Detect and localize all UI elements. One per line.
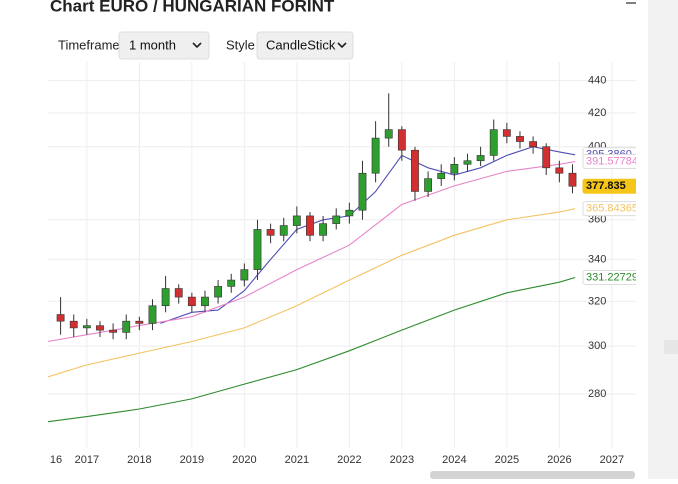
y-tick-label: 280 [588,388,606,400]
chevron [192,42,202,49]
candle-body [148,305,157,324]
moving-average-line [48,276,576,423]
y-tick-label: 300 [588,340,606,352]
style-label: Style [226,37,255,52]
price-label: 391.57784 [582,153,638,169]
x-tick-label: 2023 [390,454,414,466]
side-panel [648,0,678,479]
price-label-text: 391.57784 [586,155,638,167]
x-tick-label: 2027 [600,454,624,466]
x-tick-label: 2020 [232,454,256,466]
candle-body [542,146,551,169]
candle-body [516,136,524,142]
x-tick-label: 16 [50,454,62,466]
price-label: 331.22729 [582,269,638,285]
moving-average-line [48,160,576,343]
side-widget [664,340,678,354]
price-label: 377.835 [582,178,636,194]
candle-body [227,279,236,287]
candle-body [437,172,446,179]
candle-body [384,129,393,139]
candle-body [135,320,144,324]
style-select[interactable] [256,31,354,60]
candle-body [529,141,538,148]
candle-body [82,325,91,329]
x-tick-label: 2021 [285,454,309,466]
price-label: 365.84365 [582,201,638,217]
y-tick-label: 420 [588,107,606,119]
scrollbar[interactable] [430,471,635,479]
candle-body [489,129,498,156]
candle-body [266,229,275,236]
timeframe-label: Timeframe [58,37,120,52]
price-label-text: 377.835 [586,180,626,192]
candle-body [279,225,288,236]
x-tick-label: 2022 [337,454,361,466]
candle-body [345,209,354,217]
candle-body [240,269,249,281]
chevron [337,42,347,49]
timeframe-select[interactable] [118,31,210,60]
style-value[interactable]: CandleStick [266,37,336,52]
candle-body [463,160,472,165]
candle-body [568,172,577,187]
candle-body [214,286,223,298]
chart-title: Chart EURO / HUNGARIAN FORINT [50,0,335,15]
candle-body [187,296,196,307]
y-tick-label: 320 [588,295,606,307]
timeframe-value[interactable]: 1 month [129,37,176,52]
x-tick-label: 2017 [75,454,99,466]
candle-body [253,229,262,270]
candle-body [56,314,65,322]
price-label-box [582,153,636,169]
candle-body [332,215,341,224]
candle-body [319,223,328,236]
candle-body [502,129,511,137]
candle-body [69,320,78,329]
moving-average-line [160,146,576,324]
candle-body [96,325,104,331]
candle-body [306,215,314,236]
candle-body [201,296,209,307]
price-label-text: 331.22729 [586,271,638,283]
candle-body [555,167,564,174]
candle-body [476,155,485,162]
y-tick-label: 340 [588,253,606,265]
candle-body [371,137,380,174]
x-tick-label: 2025 [495,454,519,466]
candle-body [411,149,419,192]
candle-body [450,163,459,174]
y-tick-label: 360 [588,214,606,226]
candle-body [397,129,406,151]
candle-body [358,172,367,211]
x-tick-label: 2018 [127,454,151,466]
x-tick-label: 2026 [547,454,571,466]
y-tick-label: 440 [588,75,606,87]
x-tick-label: 2019 [180,454,204,466]
candle-body [292,215,301,226]
plot: 280300320340360400420440395.3860391.5778… [48,62,638,448]
candle-body [174,288,183,298]
candle-body [109,329,118,333]
price-label-box [582,201,636,217]
price-label-text: 365.84365 [586,202,638,214]
price-label-box [582,269,636,285]
moving-average-line [48,208,576,378]
candle-body [161,288,170,307]
candle-body [424,178,433,192]
price-label-box [582,178,636,194]
candle-body [122,320,131,333]
x-tick-label: 2024 [442,454,466,466]
